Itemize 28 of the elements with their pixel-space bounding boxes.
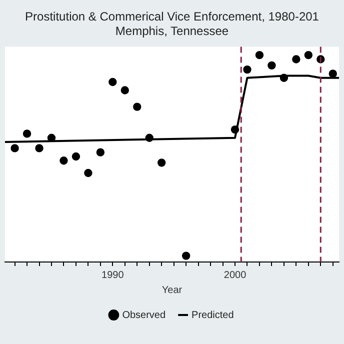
- chart-title: Prostitution & Commerical Vice Enforcement, 1980-201: [25, 10, 320, 24]
- x-tick-label: 2000: [224, 270, 247, 281]
- point: [182, 252, 190, 260]
- point: [280, 74, 288, 82]
- point: [35, 144, 44, 152]
- point: [96, 148, 105, 156]
- point: [133, 102, 142, 111]
- point: [304, 50, 313, 60]
- point: [10, 144, 19, 152]
- point: [158, 158, 166, 167]
- point: [230, 125, 240, 134]
- point: [255, 50, 264, 60]
- point: [72, 152, 80, 161]
- x-tick-label: 1990: [102, 270, 124, 281]
- legend-label: Predicted: [192, 310, 234, 321]
- point: [328, 70, 337, 78]
- point: [84, 168, 92, 178]
- point: [145, 134, 154, 142]
- point: [60, 156, 68, 165]
- point: [243, 65, 252, 74]
- legend-label: Observed: [122, 310, 166, 321]
- point: [292, 55, 300, 64]
- point: [120, 86, 129, 94]
- x-axis-title: Year: [162, 284, 183, 296]
- point: [22, 130, 32, 138]
- point: [268, 61, 276, 70]
- chart-subtitle: Memphis, Tennessee: [115, 24, 229, 38]
- point: [108, 78, 117, 86]
